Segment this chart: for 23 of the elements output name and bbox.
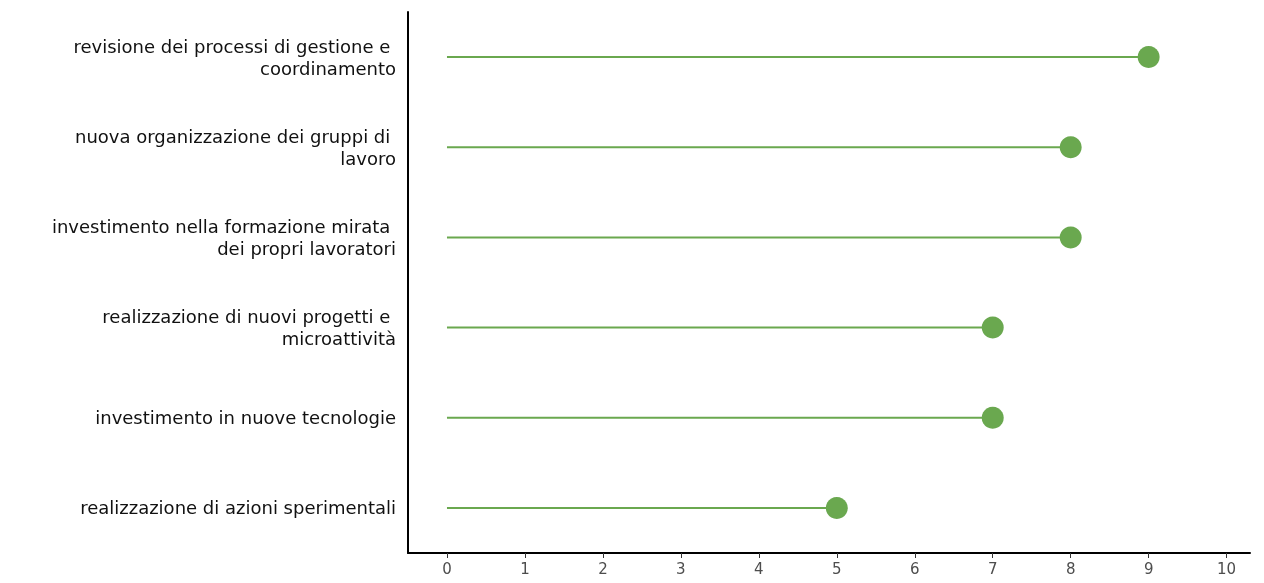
y-tick-label: investimento nella formazione mirata dei propri lavoratori (51, 215, 396, 259)
y-tick-label: investimento in nuove tecnologie (95, 407, 396, 429)
x-tick-label: 5 (832, 559, 842, 578)
x-tick-label: 8 (1065, 559, 1076, 578)
point (981, 406, 1004, 429)
point (1059, 226, 1082, 249)
point (1059, 136, 1082, 159)
point (1137, 46, 1160, 69)
x-tick-label: 10 (1217, 559, 1237, 578)
y-tick-label: revisione dei processi di gestione e coordinamento (73, 35, 396, 79)
x-tick-label: 0 (442, 559, 452, 578)
x-tick-label: 7 (987, 559, 998, 578)
x-tick-label: 1 (520, 559, 530, 578)
y-tick-label: nuova organizzazione dei gruppi di lavoro (75, 125, 396, 169)
y-tick-label: realizzazione di nuovi progetti e microattività (102, 306, 396, 350)
x-tick-label: 9 (1143, 559, 1154, 578)
x-tick-label: 2 (598, 559, 608, 578)
point (825, 496, 848, 519)
point (981, 316, 1004, 339)
x-tick-label: 3 (676, 559, 686, 578)
x-tick-label: 6 (909, 559, 920, 578)
y-tick-label: realizzazione di azioni sperimentali (80, 497, 396, 519)
x-tick-label: 4 (754, 559, 764, 578)
